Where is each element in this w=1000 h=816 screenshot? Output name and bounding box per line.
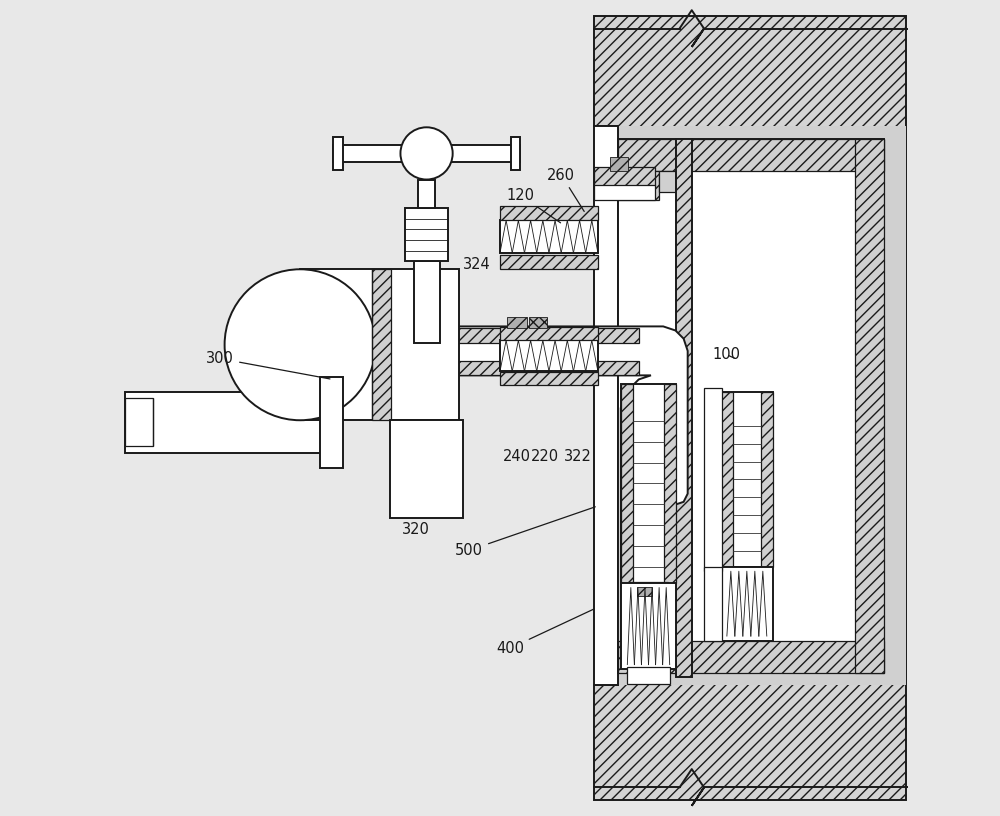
Circle shape bbox=[400, 127, 453, 180]
Bar bbox=[618, 139, 884, 171]
Text: 320: 320 bbox=[402, 522, 430, 538]
Bar bbox=[500, 372, 598, 385]
Bar bbox=[511, 137, 520, 170]
Bar bbox=[594, 185, 655, 200]
Bar bbox=[761, 392, 773, 567]
Bar bbox=[378, 361, 639, 375]
Bar bbox=[405, 208, 448, 261]
Bar bbox=[378, 328, 639, 343]
Polygon shape bbox=[378, 326, 688, 641]
Bar bbox=[621, 583, 676, 669]
Text: 400: 400 bbox=[496, 609, 594, 656]
Bar bbox=[414, 261, 440, 343]
Text: 240: 240 bbox=[503, 449, 531, 464]
Text: 120: 120 bbox=[507, 188, 561, 223]
Bar bbox=[418, 180, 435, 208]
Text: 324: 324 bbox=[463, 257, 491, 273]
Text: 500: 500 bbox=[455, 507, 595, 558]
Bar bbox=[500, 255, 598, 269]
Bar bbox=[720, 392, 773, 567]
Polygon shape bbox=[676, 139, 692, 677]
Bar bbox=[704, 388, 722, 571]
Circle shape bbox=[225, 269, 376, 420]
Bar bbox=[333, 145, 520, 162]
Bar bbox=[500, 220, 598, 253]
Bar bbox=[594, 167, 655, 188]
Text: 300: 300 bbox=[206, 351, 330, 379]
Bar bbox=[500, 327, 598, 340]
Bar bbox=[618, 171, 659, 200]
Bar bbox=[300, 269, 459, 420]
Bar bbox=[720, 567, 773, 641]
Bar bbox=[390, 420, 463, 518]
Bar bbox=[629, 582, 668, 606]
Text: 220: 220 bbox=[531, 449, 559, 464]
Bar bbox=[704, 567, 722, 641]
Bar bbox=[621, 384, 633, 583]
Bar bbox=[618, 641, 884, 673]
Bar bbox=[621, 384, 676, 583]
Bar bbox=[500, 340, 598, 371]
Bar bbox=[125, 392, 341, 453]
Bar bbox=[659, 171, 688, 192]
Bar bbox=[637, 587, 652, 596]
Bar bbox=[372, 269, 391, 420]
Polygon shape bbox=[594, 16, 906, 800]
Bar bbox=[333, 137, 343, 170]
Text: 322: 322 bbox=[564, 449, 592, 464]
Bar bbox=[720, 392, 733, 567]
Bar bbox=[618, 126, 906, 685]
Bar bbox=[500, 206, 598, 220]
Text: 260: 260 bbox=[547, 167, 584, 211]
Bar bbox=[664, 384, 676, 583]
Text: 100: 100 bbox=[712, 347, 740, 362]
Bar bbox=[627, 667, 670, 684]
Bar bbox=[610, 157, 628, 171]
Bar bbox=[855, 139, 884, 673]
Bar bbox=[594, 126, 618, 685]
Bar bbox=[618, 139, 884, 673]
Bar bbox=[507, 317, 527, 328]
Bar bbox=[529, 317, 547, 328]
Bar bbox=[125, 398, 153, 446]
Bar bbox=[320, 377, 343, 468]
